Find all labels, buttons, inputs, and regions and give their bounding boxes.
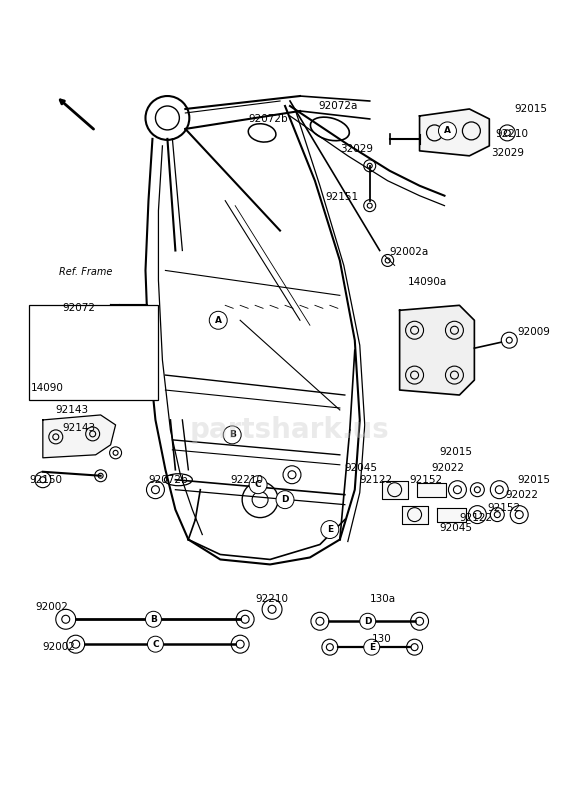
Polygon shape	[43, 415, 116, 458]
Circle shape	[276, 490, 294, 509]
Circle shape	[439, 122, 457, 140]
Circle shape	[249, 476, 267, 494]
Polygon shape	[402, 506, 428, 523]
Text: 130: 130	[372, 634, 391, 644]
Circle shape	[209, 311, 227, 330]
Text: 92072a: 92072a	[318, 101, 357, 111]
Text: 92009: 92009	[517, 327, 550, 338]
Text: 92072b: 92072b	[149, 474, 188, 485]
FancyBboxPatch shape	[29, 306, 158, 400]
Polygon shape	[399, 306, 475, 395]
Polygon shape	[436, 508, 466, 522]
Text: D: D	[281, 495, 289, 504]
Text: 92002: 92002	[43, 642, 76, 652]
Circle shape	[321, 521, 339, 538]
Text: 32029: 32029	[491, 148, 524, 158]
Text: 92122: 92122	[460, 513, 492, 522]
Text: 92151: 92151	[325, 192, 358, 202]
Text: B: B	[150, 614, 157, 624]
Text: 92210: 92210	[255, 594, 288, 604]
Circle shape	[147, 636, 164, 652]
Text: 92122: 92122	[360, 474, 393, 485]
Text: 92072b: 92072b	[248, 114, 288, 124]
Text: 14090: 14090	[31, 383, 64, 393]
Text: 92072: 92072	[63, 303, 96, 314]
Text: E: E	[369, 642, 375, 652]
Text: 92045: 92045	[439, 522, 472, 533]
Text: A: A	[444, 126, 451, 135]
Polygon shape	[110, 304, 147, 316]
Polygon shape	[420, 109, 490, 156]
Text: 92002a: 92002a	[390, 247, 429, 258]
Text: 92152: 92152	[487, 502, 520, 513]
Text: 92022: 92022	[432, 462, 465, 473]
Circle shape	[146, 611, 161, 627]
Text: 32029: 32029	[340, 144, 373, 154]
Text: 92002: 92002	[36, 602, 69, 612]
Text: 92143: 92143	[56, 405, 89, 415]
Text: 92152: 92152	[410, 474, 443, 485]
Text: 130a: 130a	[370, 594, 396, 604]
Text: 92015: 92015	[514, 104, 547, 114]
Circle shape	[364, 639, 380, 655]
Text: 92210: 92210	[230, 474, 263, 485]
Text: C: C	[152, 640, 159, 649]
Text: A: A	[215, 316, 222, 325]
Text: 92015: 92015	[517, 474, 550, 485]
Text: B: B	[229, 430, 236, 439]
Text: 92150: 92150	[29, 474, 62, 485]
Circle shape	[360, 614, 376, 630]
Text: 14090a: 14090a	[407, 278, 447, 287]
Text: 92143: 92143	[63, 423, 96, 433]
Text: C: C	[255, 480, 261, 490]
Text: 92015: 92015	[439, 447, 472, 457]
Text: 92045: 92045	[345, 462, 378, 473]
Text: 92022: 92022	[505, 490, 538, 500]
Polygon shape	[417, 482, 446, 497]
Text: Ref. Frame: Ref. Frame	[59, 267, 112, 278]
Text: 92210: 92210	[495, 129, 528, 139]
Polygon shape	[381, 481, 407, 498]
Circle shape	[223, 426, 241, 444]
Text: D: D	[364, 617, 372, 626]
Text: partshark.us: partshark.us	[189, 416, 389, 444]
Text: E: E	[327, 525, 333, 534]
